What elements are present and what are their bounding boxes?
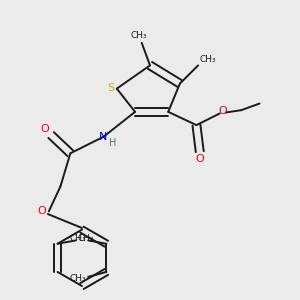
Text: H: H [109, 138, 116, 148]
Text: CH₃: CH₃ [77, 234, 94, 243]
Text: CH₃: CH₃ [131, 31, 147, 40]
Text: O: O [195, 154, 204, 164]
Text: CH₃: CH₃ [70, 274, 86, 283]
Text: O: O [37, 206, 46, 216]
Text: O: O [41, 124, 50, 134]
Text: CH₃: CH₃ [70, 234, 86, 243]
Text: N: N [99, 132, 107, 142]
Text: O: O [218, 106, 227, 116]
Text: CH₃: CH₃ [200, 55, 216, 64]
Text: S: S [107, 83, 114, 93]
